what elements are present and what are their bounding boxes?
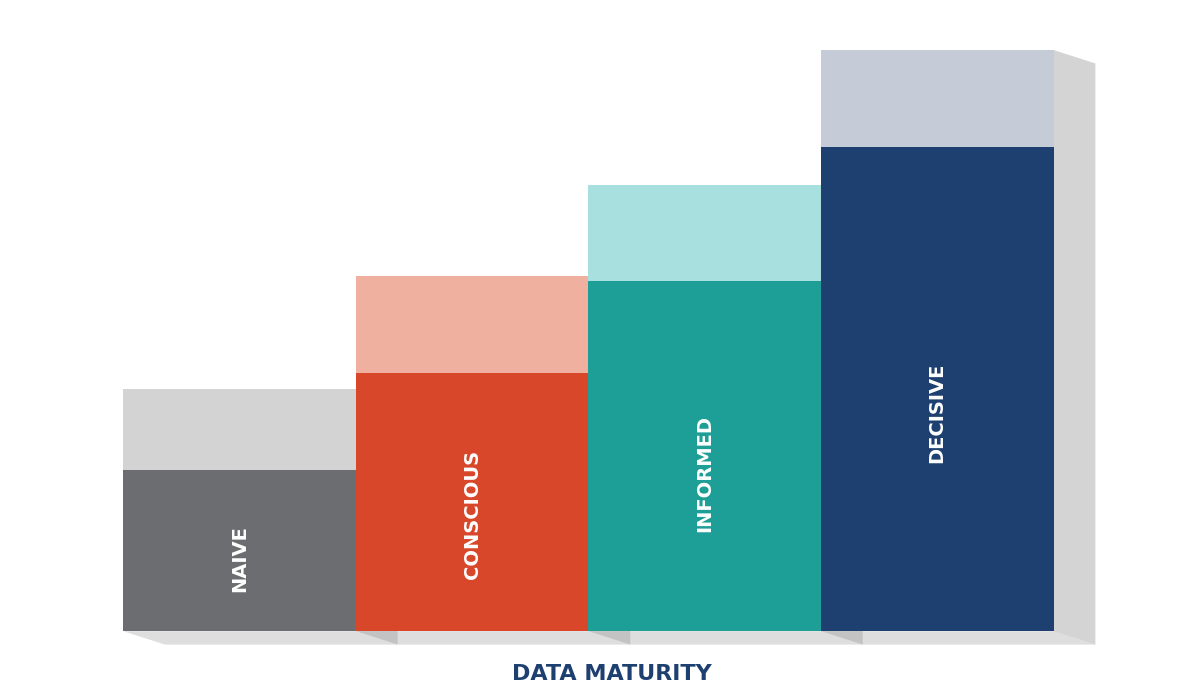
Text: CONSCIOUS: CONSCIOUS: [462, 450, 481, 580]
Bar: [356, 373, 588, 631]
Polygon shape: [124, 631, 397, 645]
Bar: [588, 281, 821, 631]
Text: DECISIVE: DECISIVE: [928, 363, 947, 463]
Polygon shape: [356, 631, 630, 645]
Polygon shape: [1054, 50, 1096, 645]
Bar: [588, 185, 821, 281]
Polygon shape: [588, 276, 630, 645]
Polygon shape: [588, 631, 863, 645]
Bar: [356, 276, 588, 373]
Bar: [821, 147, 1054, 631]
Polygon shape: [356, 389, 397, 645]
Text: INFORMED: INFORMED: [695, 415, 714, 532]
Bar: [124, 389, 356, 470]
Bar: [124, 470, 356, 631]
Text: DATA MATURITY: DATA MATURITY: [511, 664, 712, 684]
Bar: [821, 50, 1054, 147]
Polygon shape: [821, 631, 1096, 645]
Text: NAIVE: NAIVE: [230, 525, 250, 592]
Polygon shape: [821, 185, 863, 645]
